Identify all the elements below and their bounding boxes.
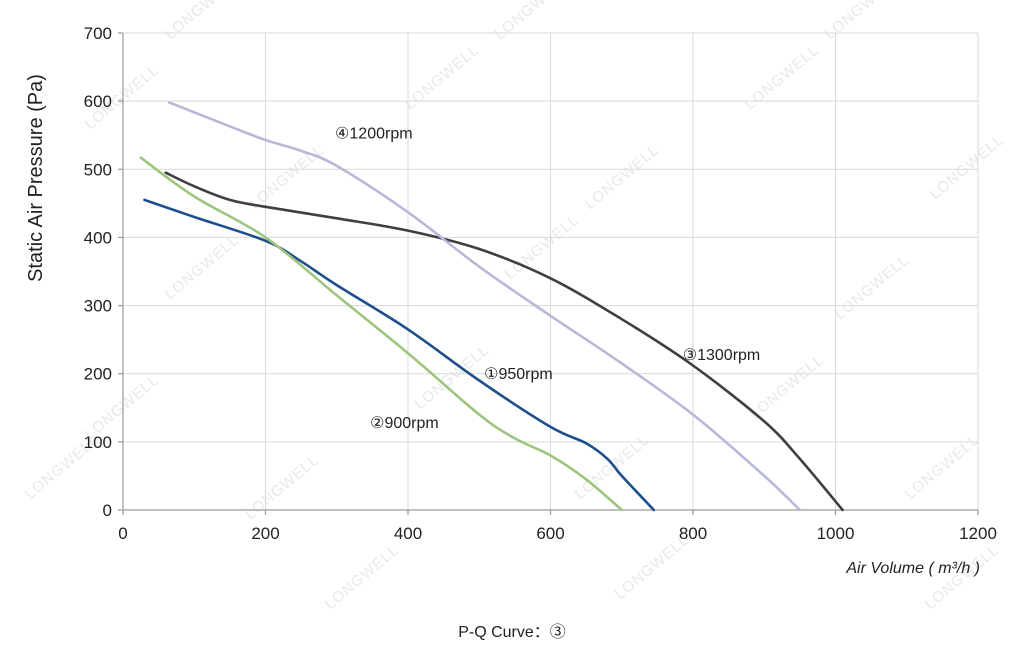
y-tick-label: 200 [84,365,112,384]
series-label-2: ②900rpm [370,415,439,432]
grid [122,32,979,511]
series-label-3: ③1300rpm [683,347,761,364]
x-tick-label: 1200 [959,524,997,543]
watermark-text: LONGWELL [832,251,913,323]
curve-labels: ①950rpm ②900rpm ③1300rpm ④1200rpm [335,126,760,433]
y-axis-label: Static Air Pressure (Pa) [25,74,47,282]
watermark-text: LONGWELL [162,231,243,303]
watermark-text: LONGWELL [502,211,583,283]
watermark-text: LONGWELL [322,541,403,613]
series-line-1 [143,198,656,512]
y-tick-label: 100 [84,433,112,452]
watermark-text: LONGWELL [492,0,573,43]
y-tick-label: 300 [84,297,112,316]
y-tick-label: 700 [84,24,112,43]
x-tick-label: 600 [536,524,564,543]
series-line-4 [168,101,802,512]
x-tick-label: 800 [679,524,707,543]
watermark-text: LONGWELL [412,341,493,413]
watermark-text: LONGWELL [822,0,903,43]
watermark-text: LONGWELL [742,41,823,113]
series-label-1: ①950rpm [484,366,553,383]
y-tick-label: 0 [103,501,112,520]
watermark-text: LONGWELL [162,0,243,43]
x-tick-label: 400 [394,524,422,543]
watermark-text: LONGWELL [927,131,1008,203]
x-tick-label: 1000 [817,524,855,543]
watermark-text: LONGWELL [922,541,1003,613]
series-label-4: ④1200rpm [335,126,413,143]
watermark-text: LONGWELL [402,41,483,113]
series-line-3 [164,171,844,512]
chart-caption: P-Q Curve：③ [458,624,566,641]
x-tick-label: 0 [118,524,127,543]
y-tick-label: 400 [84,228,112,247]
series-layer [139,101,844,512]
watermark-text: LONGWELL [247,141,328,213]
y-tick-label: 500 [84,160,112,179]
x-axis-label: Air Volume ( m³/h ) [845,560,980,577]
series-line-2 [139,156,624,512]
watermark-text: LONGWELL [582,141,663,213]
watermark-text: LONGWELL [242,451,323,523]
axes: 0 200 400 600 800 1000 1200 0 100 200 300 400 500 600… [84,24,997,543]
x-tick-label: 200 [251,524,279,543]
y-tick-label: 600 [84,92,112,111]
